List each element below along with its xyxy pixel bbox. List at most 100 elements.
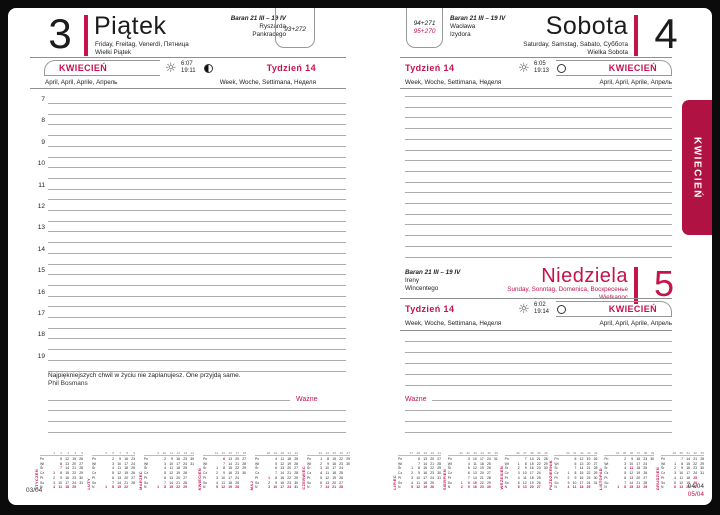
saturday-day-of-year-box: 94+271 95+270 [406, 8, 443, 48]
week-number: 46 [629, 451, 634, 456]
weekday-label: Śr [144, 466, 148, 471]
date-cell: 20 [529, 485, 534, 490]
date-cell: 24 [430, 475, 434, 480]
week-number: 38 [530, 451, 534, 456]
date-cell: 14 [117, 480, 121, 485]
date-cell: 7 [524, 457, 527, 462]
date-cell: 12 [522, 480, 527, 485]
date-cell: 19 [332, 475, 336, 480]
date-cell: 11 [280, 457, 284, 462]
week-number: 41 [573, 451, 577, 456]
ruled-line [48, 146, 346, 147]
mini-calendar-sierpień: SIERPIEŃ 31 32 33 34 35 36 Pn 3 10 17 24 31 Wt 4 11 18 25… [442, 444, 498, 490]
mini-calendar-month-name: MAJ [249, 480, 254, 490]
date-cell: 24 [536, 471, 541, 476]
friday-month-translations: April, April, Aprile, Апрель [45, 79, 118, 86]
date-cell: 15 [629, 485, 634, 490]
weekday-label: Pn [203, 457, 208, 462]
date-cell: 4 [112, 466, 114, 471]
ruled-line [48, 328, 346, 329]
weekday-label: So [203, 480, 208, 485]
date-cell: 28 [79, 466, 83, 471]
date-cell: 28 [183, 480, 187, 485]
date-cell: 18 [529, 475, 534, 480]
date-cell: 11 [325, 471, 329, 476]
friday-zodiac-block: Baran 21 III – 19 IV Ryszarda Pankracego [164, 15, 286, 39]
date-cell: 11 [572, 485, 577, 490]
date-cell: 4 [674, 475, 676, 480]
date-cell: 27 [242, 457, 246, 462]
week-number: 18 [266, 451, 270, 456]
weekday-label: Pn [447, 457, 452, 462]
date-cell: 2 [268, 480, 270, 485]
sun-icon: ☼ [165, 61, 177, 76]
ruled-line [48, 124, 346, 125]
date-cell: 7 [112, 480, 114, 485]
date-cell: 10 [572, 480, 577, 485]
weekday-label: Cz [40, 471, 45, 476]
ruled-line [405, 257, 672, 258]
date-cell: 12 [579, 457, 584, 462]
date-cell: 22 [287, 475, 291, 480]
saturday-week-translations: Week, Woche, Settimana, Неделя [405, 79, 502, 86]
ruled-line [48, 410, 346, 411]
mini-calendar-maj: MAJ 18 19 20 21 22 Pn 4 11 18 25 Wt 5 12 19 26 Śr 6 13 20 27… [249, 444, 298, 490]
date-cell: 21 [480, 475, 484, 480]
date-cell: 31 [190, 461, 194, 466]
weekday-label: Cz [203, 471, 208, 476]
ruled-line [48, 135, 346, 136]
date-cell: 13 [228, 457, 232, 462]
week-number: 22 [294, 451, 298, 456]
date-cell: 24 [235, 475, 239, 480]
day-of-year-counter: 94+271 [413, 20, 436, 27]
weekday-label: Pt [660, 475, 665, 480]
sunday-name-day: Ireny [405, 277, 419, 284]
weekday-label: Wt [40, 461, 45, 466]
week-number: 18 [242, 451, 246, 456]
date-cell: 8 [574, 471, 577, 476]
date-cell: 11 [523, 475, 527, 480]
date-cell: 19 [72, 457, 76, 462]
date-cell: 1 [53, 471, 55, 476]
sunrise-time: 6:05 [534, 61, 546, 67]
ruled-line [48, 253, 346, 254]
date-cell: 14 [579, 466, 584, 471]
date-cell [343, 485, 350, 490]
date-cell: 10 [629, 461, 634, 466]
date-cell: 1 [157, 485, 159, 490]
important-label: Ważne [405, 396, 427, 403]
mini-calendar-month-name: LISTOPAD [598, 467, 604, 490]
date-cell: 22 [176, 485, 180, 490]
sunset-time: 19:13 [534, 68, 550, 74]
date-cell: 4 [53, 485, 55, 490]
date-cell: 17 [579, 480, 584, 485]
date-cell: 25 [131, 466, 135, 471]
date-cell: 13 [579, 461, 584, 466]
ruled-line [48, 306, 346, 307]
date-cell: 16 [686, 466, 690, 471]
date-cell: 13 [522, 485, 527, 490]
week-number: 11 [169, 451, 173, 456]
date-cell: 19 [586, 457, 591, 462]
ruled-line [405, 107, 672, 108]
date-cell: 21 [287, 471, 291, 476]
weekday-label: Pt [307, 475, 311, 480]
date-cell: 20 [235, 457, 239, 462]
date-cell: 24 [643, 461, 648, 466]
date-cell: 6 [517, 485, 520, 490]
ruled-line [405, 374, 672, 375]
date-cell: 15 [332, 457, 336, 462]
date-cell: 22 [235, 466, 239, 471]
ruled-line [48, 157, 346, 158]
date-cell: 15 [169, 485, 173, 490]
date-cell: 15 [117, 485, 121, 490]
ruled-line [405, 203, 672, 204]
date-cell: 18 [480, 461, 484, 466]
date-cell: 12 [629, 471, 634, 476]
hour-label: 12 [37, 203, 45, 210]
weekday-label: Cz [307, 471, 312, 476]
date-cell: 1 [517, 461, 520, 466]
friday-day-number: 3 [48, 10, 72, 57]
date-cell: 20 [586, 461, 591, 466]
